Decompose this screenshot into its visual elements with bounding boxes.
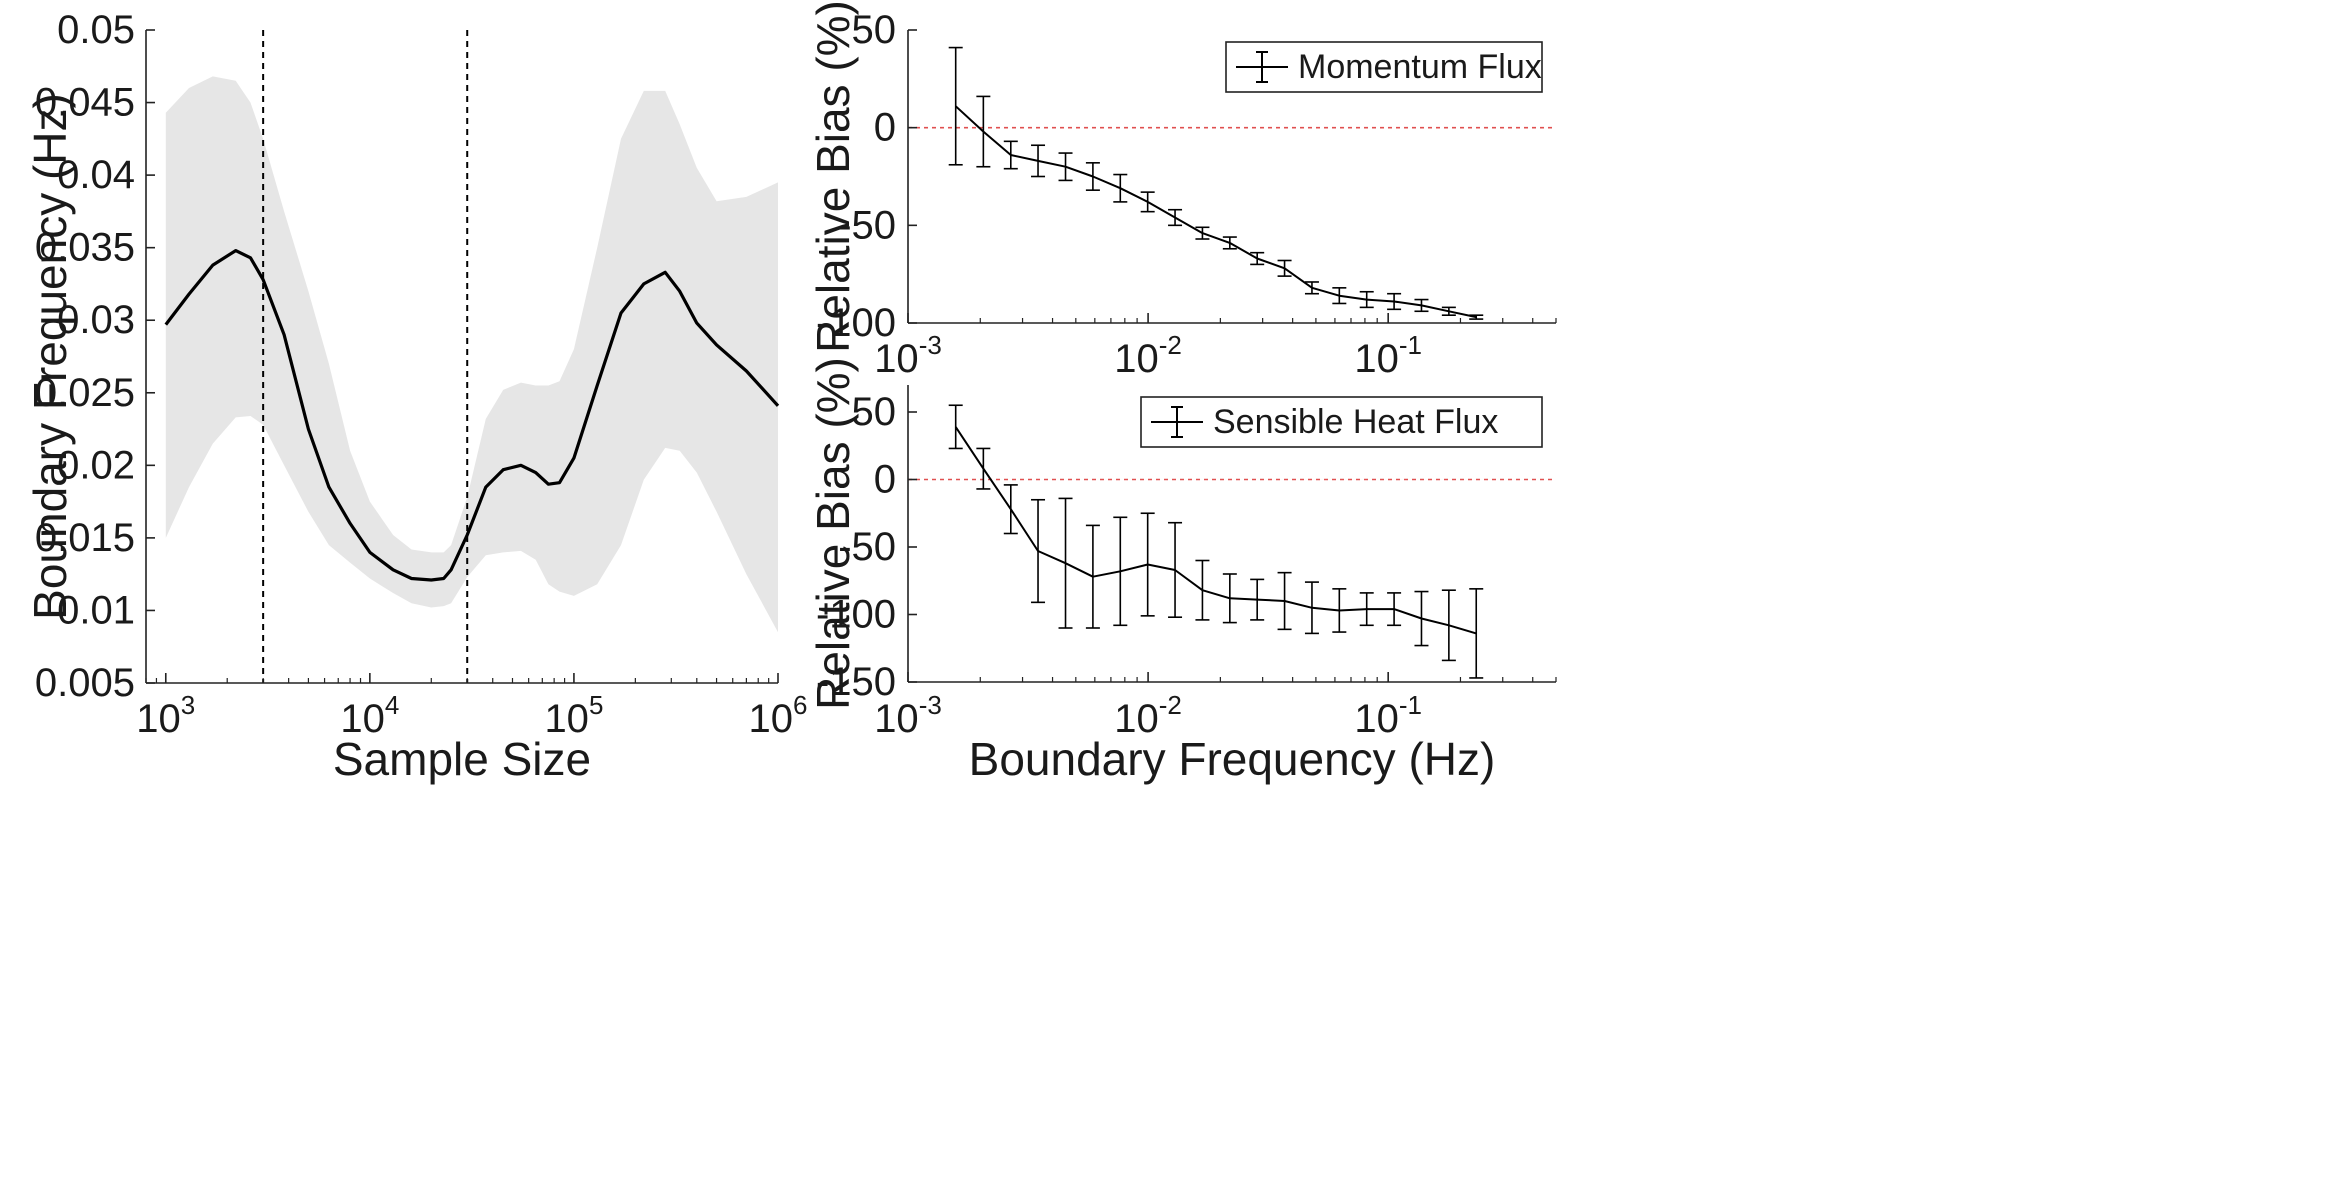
y-tick-label: 0.025 [35,371,135,415]
y-tick-label: 0.01 [57,588,135,632]
y-tick-label: -100 [816,593,896,637]
x-tick-exponent: -1 [1399,330,1422,360]
y-tick-label: 0.005 [35,661,135,705]
x-tick-exponent: -2 [1159,690,1182,720]
x-tick-exponent: 5 [589,690,603,720]
x-tick-base: 10 [874,697,919,741]
y-tick-label: 0.03 [57,298,135,342]
x-tick-base: 10 [544,697,589,741]
y-tick-label: 50 [852,8,897,52]
x-axis-title: Sample Size [333,733,591,785]
x-tick-exponent: 3 [181,690,195,720]
x-tick-exponent: 4 [385,690,399,720]
x-tick-label: 106 [749,690,808,741]
y-axis-title: Boundary Frequency (Hz) [24,93,76,620]
x-axis-title: Boundary Frequency (Hz) [969,733,1496,785]
panel-left: 0.005 0.01 0.015 0.02 0.025 0.03 0.035 0.04 0.04… [24,8,807,785]
y-tick-label: -100 [816,301,896,345]
x-tick-exponent: -2 [1159,330,1182,360]
x-tick-label: 105 [544,690,603,741]
legend-box [1140,396,1543,448]
x-tick-exponent: -3 [919,690,942,720]
y-tick-label: 0 [874,458,896,502]
x-tick-label: 104 [340,690,399,741]
legend-label: Sensible Heat Flux [1213,403,1498,441]
y-tick-label: 0.05 [57,8,135,52]
x-tick-base: 10 [1114,697,1159,741]
y-tick-label: -50 [838,203,896,247]
legend-label: Momentum Flux [1298,48,1542,86]
x-tick-base: 10 [1114,337,1159,381]
x-tick-label: 10-2 [1114,330,1182,381]
x-tick-label: 10-1 [1354,330,1422,381]
x-tick-exponent: -1 [1399,690,1422,720]
x-tick-base: 10 [749,697,794,741]
series-line [955,105,1477,319]
x-tick-label: 10-1 [1354,690,1422,741]
x-tick-exponent: -3 [919,330,942,360]
y-axis-title: Relative Bias (%) [807,0,859,353]
x-tick-base: 10 [874,337,919,381]
series-line [164,249,780,582]
y-tick-label: 0.04 [57,153,135,197]
x-tick-label: 10-3 [874,690,942,741]
y-tick-label: 0.035 [35,226,135,270]
x-tick-label: 10-3 [874,330,942,381]
x-tick-label: 10-2 [1114,690,1182,741]
y-tick-label: -50 [838,525,896,569]
y-tick-label: -150 [816,660,896,704]
x-tick-base: 10 [1354,337,1399,381]
y-tick-label: 50 [852,390,897,434]
x-tick-label: 103 [136,690,195,741]
y-tick-label: 0.015 [35,516,135,560]
y-tick-label: 0.045 [35,81,135,125]
spread-band [165,76,779,633]
x-tick-base: 10 [1354,697,1399,741]
x-tick-exponent: 6 [793,690,807,720]
x-tick-base: 10 [340,697,385,741]
y-tick-label: 0.02 [57,443,135,487]
y-tick-label: 0 [874,106,896,150]
x-tick-base: 10 [136,697,181,741]
y-axis-title: Relative Bias (%) [807,357,859,710]
series-line [954,426,1477,635]
